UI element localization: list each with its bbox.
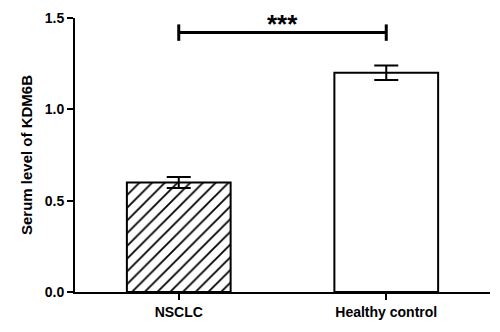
svg-text:0.5: 0.5 <box>45 193 65 209</box>
svg-text:1.5: 1.5 <box>45 10 65 26</box>
svg-text:Healthy control: Healthy control <box>335 304 437 320</box>
svg-text:***: *** <box>267 9 298 39</box>
svg-text:0.0: 0.0 <box>45 284 65 300</box>
svg-text:Serum level of KDM6B: Serum level of KDM6B <box>18 75 35 235</box>
svg-text:1.0: 1.0 <box>45 101 65 117</box>
svg-text:NSCLC: NSCLC <box>155 304 203 320</box>
